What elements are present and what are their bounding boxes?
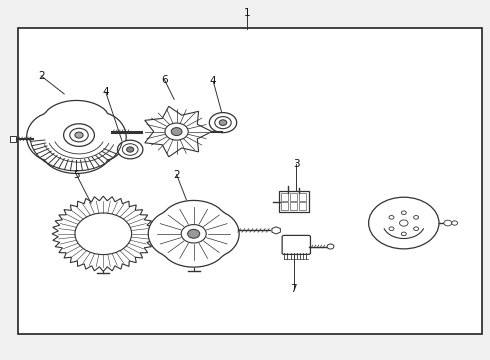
FancyBboxPatch shape	[282, 235, 311, 255]
Circle shape	[64, 124, 95, 147]
Circle shape	[368, 197, 439, 249]
Text: 7: 7	[291, 284, 297, 294]
Circle shape	[75, 213, 132, 255]
Circle shape	[452, 221, 458, 225]
Circle shape	[181, 225, 206, 243]
Circle shape	[401, 232, 406, 236]
Text: 1: 1	[244, 8, 251, 18]
Circle shape	[444, 220, 452, 226]
Polygon shape	[145, 106, 212, 157]
Circle shape	[118, 140, 143, 159]
Text: 5: 5	[73, 170, 80, 180]
Circle shape	[171, 128, 182, 136]
FancyBboxPatch shape	[291, 193, 297, 201]
Circle shape	[389, 227, 394, 230]
Text: 4: 4	[210, 76, 217, 86]
Text: 2: 2	[38, 71, 45, 81]
Circle shape	[401, 211, 406, 215]
Circle shape	[75, 132, 83, 138]
FancyBboxPatch shape	[10, 136, 17, 142]
FancyBboxPatch shape	[291, 202, 297, 210]
Circle shape	[165, 123, 188, 140]
Circle shape	[215, 117, 231, 129]
Circle shape	[399, 220, 408, 226]
Circle shape	[70, 128, 88, 142]
Text: 6: 6	[161, 75, 168, 85]
Circle shape	[327, 244, 334, 249]
Text: 2: 2	[173, 170, 180, 180]
Text: 4: 4	[102, 87, 109, 97]
Circle shape	[188, 229, 200, 238]
FancyBboxPatch shape	[281, 193, 289, 201]
Circle shape	[414, 216, 418, 219]
FancyBboxPatch shape	[299, 202, 306, 210]
Circle shape	[209, 113, 237, 133]
Polygon shape	[148, 201, 239, 267]
Circle shape	[126, 147, 134, 152]
FancyBboxPatch shape	[279, 192, 309, 212]
Polygon shape	[26, 100, 126, 174]
Circle shape	[389, 216, 394, 219]
FancyBboxPatch shape	[281, 202, 289, 210]
Circle shape	[122, 144, 138, 155]
Polygon shape	[52, 196, 155, 271]
Circle shape	[219, 120, 227, 125]
FancyBboxPatch shape	[299, 193, 306, 201]
FancyBboxPatch shape	[18, 28, 482, 334]
Circle shape	[414, 227, 418, 230]
Text: 3: 3	[293, 159, 299, 169]
